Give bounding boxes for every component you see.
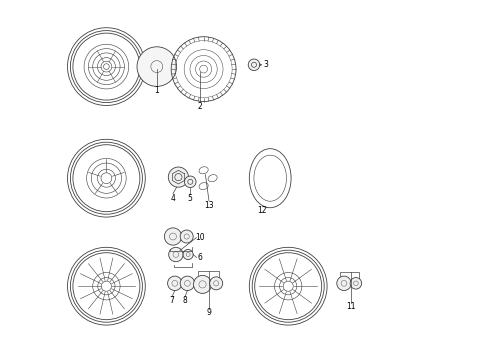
Circle shape	[169, 247, 183, 262]
Text: 12: 12	[258, 206, 267, 215]
Circle shape	[185, 176, 196, 188]
Circle shape	[210, 277, 222, 290]
Circle shape	[169, 167, 189, 187]
Text: 3: 3	[264, 60, 269, 69]
Text: 9: 9	[207, 308, 212, 317]
Circle shape	[180, 276, 195, 291]
Text: 7: 7	[170, 296, 174, 305]
Circle shape	[337, 276, 351, 291]
Text: 11: 11	[346, 302, 356, 311]
Text: 5: 5	[188, 194, 193, 202]
Circle shape	[137, 47, 176, 86]
Circle shape	[164, 228, 182, 245]
Circle shape	[183, 249, 193, 260]
Text: 2: 2	[197, 102, 202, 111]
Text: 1: 1	[154, 86, 159, 95]
Circle shape	[248, 59, 260, 71]
Circle shape	[180, 230, 193, 243]
Text: 10: 10	[195, 233, 205, 242]
Circle shape	[168, 276, 182, 291]
Text: 6: 6	[197, 253, 202, 262]
Circle shape	[194, 275, 212, 293]
Text: 13: 13	[204, 201, 214, 210]
Text: 4: 4	[171, 194, 175, 202]
Circle shape	[350, 278, 362, 289]
Text: 8: 8	[182, 296, 187, 305]
